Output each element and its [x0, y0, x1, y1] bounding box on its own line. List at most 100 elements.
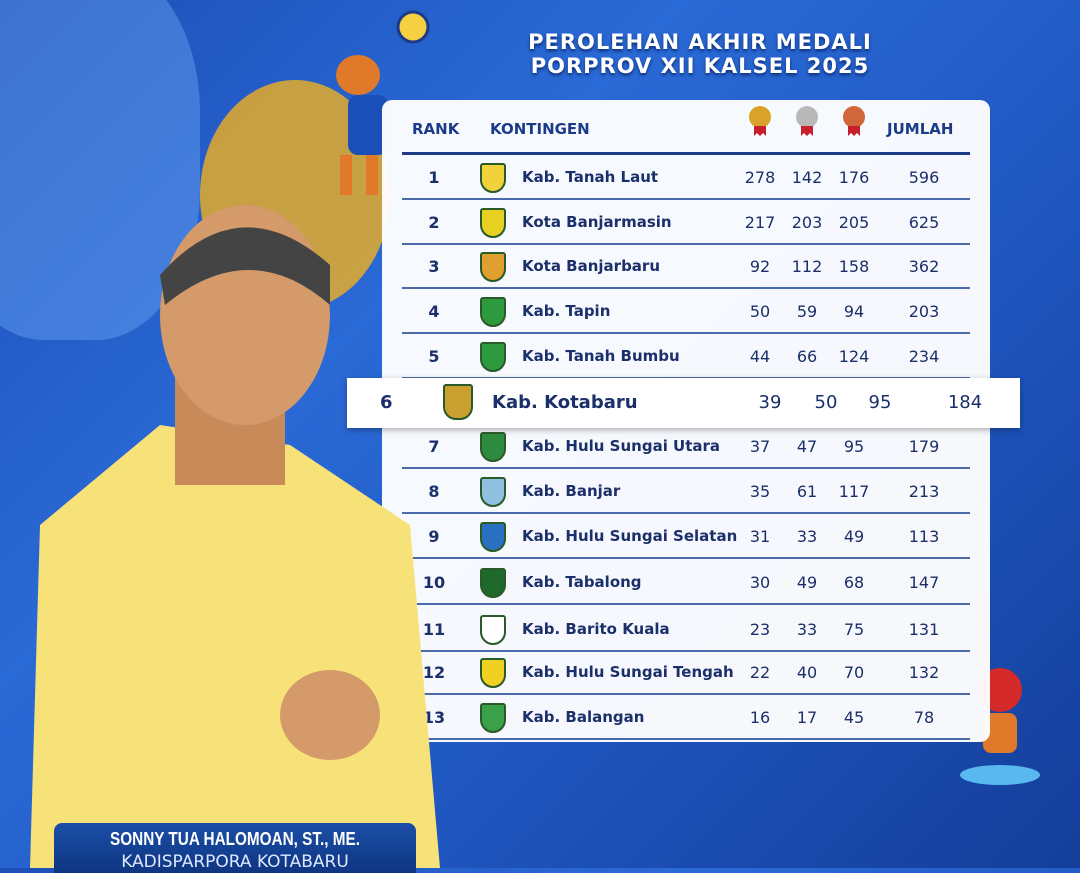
header-contingent: KONTINGEN — [490, 120, 590, 138]
regency-emblem-icon — [480, 163, 506, 193]
silver-count: 47 — [796, 437, 818, 456]
rank: 6 — [380, 392, 393, 413]
total-count: 184 — [947, 392, 983, 413]
total-count: 203 — [908, 302, 940, 321]
contingent-name: Kab. Hulu Sungai Utara — [522, 437, 721, 455]
regency-emblem-icon — [480, 432, 506, 462]
title-line-2: PORPROV XII KALSEL 2025 — [530, 54, 870, 78]
total-count: 625 — [908, 213, 940, 232]
total-count: 113 — [908, 527, 940, 546]
bronze-count: 95 — [843, 437, 865, 456]
contingent-name: Kab. Tapin — [522, 302, 611, 320]
rank: 7 — [428, 437, 440, 456]
silver-count: 50 — [814, 392, 838, 413]
gold-count: 37 — [749, 437, 771, 456]
contingent-name: Kab. Hulu Sungai Selatan — [522, 527, 738, 545]
table-row: 3 Kota Banjarbaru 92 112 158 362 — [402, 244, 970, 289]
contingent-name: Kota Banjarbaru — [522, 257, 661, 275]
rank: 5 — [428, 347, 440, 366]
table-row: 11 Kab. Barito Kuala 23 33 75 131 — [402, 607, 970, 652]
total-count: 131 — [908, 620, 940, 639]
rank: 10 — [422, 573, 446, 592]
regency-emblem-icon — [480, 208, 506, 238]
silver-count: 142 — [791, 168, 823, 187]
person-name: SONNY TUA HALOMOAN, ST., ME. — [110, 829, 360, 849]
regency-emblem-icon — [480, 703, 506, 733]
gold-count: 278 — [744, 168, 776, 187]
gold-count: 23 — [749, 620, 771, 639]
regency-emblem-icon — [480, 658, 506, 688]
table-row: 5 Kab. Tanah Bumbu 44 66 124 234 — [402, 334, 970, 379]
total-count: 234 — [908, 347, 940, 366]
rank: 4 — [428, 302, 440, 321]
mascot-volleyball-icon — [336, 10, 430, 195]
total-count: 362 — [908, 257, 940, 276]
gold-count: 92 — [749, 257, 771, 276]
total-count: 596 — [908, 168, 940, 187]
table-row: 9 Kab. Hulu Sungai Selatan 31 33 49 113 — [402, 514, 970, 559]
table-row: 1 Kab. Tanah Laut 278 142 176 596 — [402, 155, 970, 200]
bronze-count: 70 — [843, 663, 865, 682]
contingent-name: Kab. Kotabaru — [492, 392, 638, 413]
table-row: 2 Kota Banjarmasin 217 203 205 625 — [402, 200, 970, 245]
silver-count: 66 — [796, 347, 818, 366]
gold-count: 39 — [758, 392, 782, 413]
rank: 11 — [422, 620, 446, 639]
regency-emblem-icon — [480, 522, 506, 552]
bronze-medal-icon — [843, 106, 865, 128]
contingent-name: Kab. Balangan — [522, 708, 645, 726]
bronze-count: 49 — [843, 527, 865, 546]
contingent-name: Kab. Banjar — [522, 482, 621, 500]
silver-count: 203 — [791, 213, 823, 232]
silver-count: 33 — [796, 527, 818, 546]
bronze-count: 117 — [838, 482, 870, 501]
gold-count: 44 — [749, 347, 771, 366]
gold-count: 31 — [749, 527, 771, 546]
gold-count: 217 — [744, 213, 776, 232]
bronze-count: 75 — [843, 620, 865, 639]
table-row: 12 Kab. Hulu Sungai Tengah 22 40 70 132 — [402, 650, 970, 695]
silver-count: 17 — [796, 708, 818, 727]
regency-emblem-icon — [480, 252, 506, 282]
regency-emblem-icon — [480, 297, 506, 327]
header-divider — [402, 152, 970, 155]
silver-count: 61 — [796, 482, 818, 501]
bronze-count: 176 — [838, 168, 870, 187]
silver-medal-icon — [796, 106, 818, 128]
title-line-1: PEROLEHAN AKHIR MEDALI — [528, 30, 872, 54]
gold-count: 22 — [749, 663, 771, 682]
contingent-name: Kab. Tabalong — [522, 573, 642, 591]
regency-emblem-icon — [443, 384, 473, 420]
regency-emblem-icon — [480, 615, 506, 645]
person-position: KADISPARPORA KOTABARU — [121, 852, 349, 872]
person-caption: SONNY TUA HALOMOAN, ST., ME. KADISPARPOR… — [54, 823, 416, 873]
total-count: 179 — [908, 437, 940, 456]
silver-count: 49 — [796, 573, 818, 592]
total-count: 213 — [908, 482, 940, 501]
gold-medal-icon — [749, 106, 771, 128]
bronze-count: 205 — [838, 213, 870, 232]
total-count: 147 — [908, 573, 940, 592]
rank: 3 — [428, 257, 440, 276]
rank: 13 — [422, 708, 446, 727]
rank: 1 — [428, 168, 440, 187]
contingent-name: Kab. Tanah Bumbu — [522, 347, 680, 365]
bronze-count: 95 — [868, 392, 892, 413]
bronze-count: 158 — [838, 257, 870, 276]
gold-count: 50 — [749, 302, 771, 321]
total-count: 132 — [908, 663, 940, 682]
rank: 9 — [428, 527, 440, 546]
table-row: 6 Kab. Kotabaru 39 50 95 184 — [347, 378, 1020, 428]
table-row: 4 Kab. Tapin 50 59 94 203 — [402, 289, 970, 334]
rank: 8 — [428, 482, 440, 501]
regency-emblem-icon — [480, 342, 506, 372]
regency-emblem-icon — [480, 568, 506, 598]
bronze-count: 94 — [843, 302, 865, 321]
contingent-name: Kab. Hulu Sungai Tengah — [522, 663, 734, 681]
silver-count: 33 — [796, 620, 818, 639]
rank: 12 — [422, 663, 446, 682]
rank: 2 — [428, 213, 440, 232]
silver-count: 59 — [796, 302, 818, 321]
silver-count: 40 — [796, 663, 818, 682]
gold-count: 35 — [749, 482, 771, 501]
